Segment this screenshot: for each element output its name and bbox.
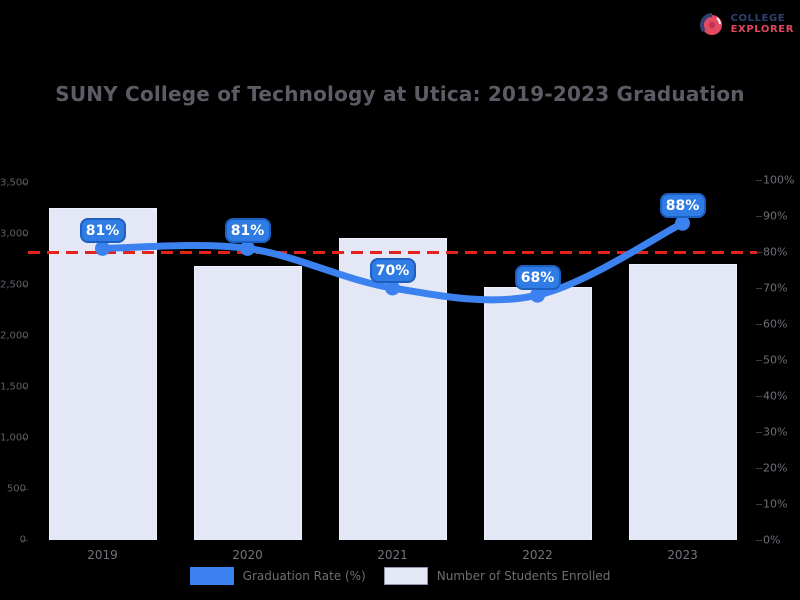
data-point-marker xyxy=(240,240,255,256)
legend-item-graduation-rate: Graduation Rate (%) xyxy=(189,567,366,585)
data-point-marker xyxy=(530,287,545,303)
legend-label: Number of Students Enrolled xyxy=(436,569,611,583)
left-axis-tick xyxy=(22,438,28,439)
left-axis-tick xyxy=(22,387,28,388)
right-axis-tick-label: 80% xyxy=(763,245,788,259)
legend-swatch-line-series xyxy=(189,567,234,585)
data-point-marker xyxy=(385,280,400,296)
right-axis-tick xyxy=(756,360,762,361)
right-axis-tick xyxy=(756,504,762,505)
data-label-badge: 68% xyxy=(514,265,561,291)
right-axis-tick-label: 0% xyxy=(763,533,781,547)
brand-logo: COLLEGE EXPLORER xyxy=(698,10,794,38)
brand-name: COLLEGE EXPLORER xyxy=(731,13,794,35)
right-axis-tick xyxy=(756,252,762,253)
reference-line xyxy=(28,251,757,254)
right-axis-tick xyxy=(756,216,762,217)
right-axis-tick xyxy=(756,288,762,289)
brand-name-line1: COLLEGE xyxy=(730,13,786,24)
left-axis-tick xyxy=(22,540,28,541)
data-point-marker xyxy=(675,215,690,231)
right-axis-tick-label: 20% xyxy=(763,461,788,475)
left-axis-tick xyxy=(22,285,28,286)
data-label-badge: 81% xyxy=(79,218,126,244)
right-axis-tick xyxy=(756,432,762,433)
legend-item-students-enrolled: Number of Students Enrolled xyxy=(383,567,611,585)
brand-name-line2: EXPLORER xyxy=(730,24,794,35)
legend: Graduation Rate (%) Number of Students E… xyxy=(0,567,800,585)
right-axis-tick-label: 30% xyxy=(763,425,788,439)
left-axis-tick-label: 3,000 xyxy=(0,228,29,240)
x-axis-label: 2021 xyxy=(377,548,408,562)
brand-logo-icon xyxy=(699,13,722,35)
bar xyxy=(193,266,302,540)
x-axis-label: 2019 xyxy=(87,548,118,562)
bar xyxy=(628,264,737,540)
right-axis-tick-label: 70% xyxy=(763,281,788,295)
left-axis-tick-label: 1,000 xyxy=(0,432,29,444)
left-axis-tick-label: 500 xyxy=(6,483,26,495)
left-axis-tick-label: 2,500 xyxy=(0,279,29,291)
chart-title: SUNY College of Technology at Utica: 201… xyxy=(55,82,745,106)
x-axis-label: 2023 xyxy=(667,548,698,562)
right-axis-tick xyxy=(756,396,762,397)
left-axis-tick xyxy=(22,234,28,235)
left-axis-tick-label: 2,000 xyxy=(0,330,29,342)
bar xyxy=(48,207,157,540)
right-axis-tick-label: 40% xyxy=(763,389,788,403)
left-axis-tick-label: 3,500 xyxy=(0,177,29,189)
legend-label: Graduation Rate (%) xyxy=(242,569,366,583)
right-axis-tick-label: 90% xyxy=(763,209,788,223)
right-axis-tick xyxy=(756,180,762,181)
bar xyxy=(483,287,592,540)
data-point-marker xyxy=(95,240,110,256)
right-axis-tick xyxy=(756,324,762,325)
right-axis-tick-label: 100% xyxy=(763,173,795,187)
right-axis-tick xyxy=(756,540,762,541)
right-axis-tick-label: 60% xyxy=(763,317,788,331)
left-axis-tick xyxy=(22,336,28,337)
data-label-badge: 81% xyxy=(224,218,271,244)
x-axis-label: 2022 xyxy=(522,548,553,562)
data-label-badge: 88% xyxy=(659,193,706,219)
legend-swatch-bar-series xyxy=(383,567,428,585)
right-axis-tick xyxy=(756,468,762,469)
left-axis-tick-label: 1,500 xyxy=(0,381,29,393)
data-label-badge: 70% xyxy=(369,258,416,283)
left-axis-tick xyxy=(22,489,28,490)
right-axis-tick-label: 50% xyxy=(763,353,788,367)
left-axis-tick xyxy=(22,183,28,184)
right-axis-tick-label: 10% xyxy=(763,497,788,511)
x-axis-label: 2020 xyxy=(232,548,263,562)
